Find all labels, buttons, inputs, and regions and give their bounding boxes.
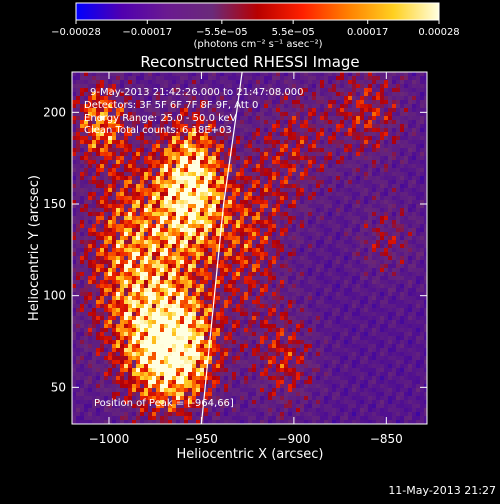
x-tick-label: −950 [185, 432, 218, 446]
annotation-energy-range: Energy Range: 25.0 - 50.0 keV [84, 113, 237, 124]
colorbar [76, 3, 439, 20]
colorbar-tick-label: −5.5e−05 [196, 27, 248, 38]
y-tick-label: 100 [43, 289, 66, 303]
chart-title: Reconstructed RHESSI Image [140, 53, 359, 71]
y-axis-label: Heliocentric Y (arcsec) [27, 175, 42, 321]
colorbar-tick-label: 5.5e−05 [272, 27, 315, 38]
colorbar-unit-label: (photons cm⁻² s⁻¹ asec⁻²) [193, 39, 322, 50]
y-tick-label: 50 [51, 380, 66, 394]
annotation-time-range: 9-May-2013 21:42:26.000 to 21:47:08.000 [90, 87, 303, 98]
peak-position-label: Position of Peak = [-964,66] [94, 398, 234, 409]
timestamp: 11-May-2013 21:27 [388, 484, 496, 497]
x-tick-label: −1000 [89, 432, 130, 446]
y-tick-label: 200 [43, 105, 66, 119]
colorbar-tick-label: −0.00028 [51, 27, 101, 38]
x-axis-label: Heliocentric X (arcsec) [177, 447, 324, 462]
x-tick-label: −900 [277, 432, 310, 446]
annotation-clean-counts: Clean Total counts: 6.18E+03 [84, 125, 232, 136]
annotation-detectors: Detectors: 3F 5F 6F 7F 8F 9F, Att 0 [84, 100, 258, 111]
colorbar-tick-label: 0.00017 [347, 27, 388, 38]
y-tick-label: 150 [43, 197, 66, 211]
x-tick-label: −850 [370, 432, 403, 446]
colorbar-tick-label: 0.00028 [418, 27, 459, 38]
colorbar-tick-label: −0.00017 [122, 27, 172, 38]
colorbar-ticks: −0.00028 −0.00017 −5.5e−05 5.5e−05 0.00017 0.… [51, 20, 460, 38]
